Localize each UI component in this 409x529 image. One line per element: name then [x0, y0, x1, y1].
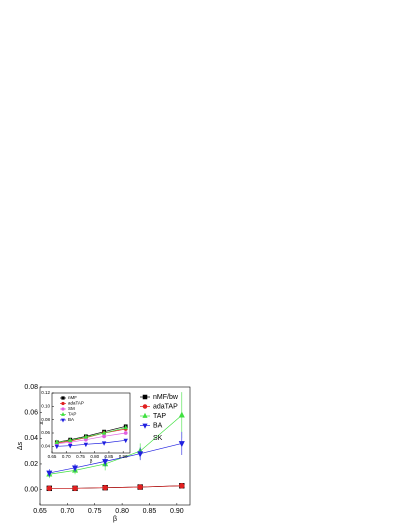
inset-chart: 0.65 0.70 0.75 0.80 0.85 0.90 0.04 0.06 0.08 0.10… [39, 390, 131, 464]
x-tick-label: 0.80 [90, 454, 99, 459]
marker [72, 465, 79, 472]
marker [54, 439, 60, 444]
y-tick-label: 0.06 [41, 430, 50, 435]
y-axis-label: Δ [39, 421, 44, 424]
marker [102, 434, 106, 439]
marker [101, 430, 107, 435]
marker [68, 437, 73, 442]
main-chart: 0.65 0.70 0.75 0.80 0.85 0.900.000.020.040.06… [17, 384, 191, 523]
y-tick-label: 0.04 [41, 444, 50, 449]
marker [102, 484, 108, 491]
marker [72, 485, 78, 492]
x-tick-label: 0.65 [33, 508, 47, 515]
marker [142, 412, 148, 418]
legend-label: BA [153, 422, 163, 429]
marker [123, 424, 128, 430]
y-tick-label: 0.02 [24, 461, 38, 468]
y-tick-label: 0.00 [24, 486, 38, 493]
marker [46, 470, 53, 477]
marker [61, 401, 65, 406]
y-tick-label: 0.04 [24, 435, 38, 442]
legend-label: BA [68, 417, 74, 422]
marker [54, 444, 60, 450]
marker [123, 438, 128, 444]
marker [83, 434, 89, 439]
marker [83, 437, 88, 442]
x-axis-label: β [113, 516, 117, 523]
legend-label: nMF/bw [153, 394, 179, 401]
marker [102, 459, 109, 466]
marker [179, 483, 185, 489]
x-tick-label: 0.70 [62, 454, 71, 459]
marker [68, 444, 73, 449]
legend-label: adaTAP [68, 401, 84, 406]
x-tick-label: 0.90 [170, 508, 184, 515]
legend-label: nMF [68, 395, 77, 400]
y-tick-label: 0.12 [41, 390, 50, 395]
marker [61, 407, 65, 411]
marker [61, 418, 65, 423]
y-axis-label: Δs [17, 441, 24, 450]
x-tick-label: 0.75 [88, 508, 102, 515]
y-tick-label: 0.08 [41, 417, 50, 422]
x-tick-label: 0.80 [115, 508, 129, 515]
x-tick-label: 0.85 [143, 508, 157, 515]
x-tick-label: 0.75 [76, 454, 85, 459]
annotation: SK [153, 435, 163, 442]
marker [142, 404, 148, 409]
legend-label: adaTAP [153, 403, 178, 410]
marker [142, 423, 148, 429]
x-tick-label: 0.85 [105, 454, 114, 459]
y-tick-label: 0.06 [24, 409, 38, 416]
marker [123, 431, 128, 435]
x-tick-label: 0.90 [119, 454, 128, 459]
marker [137, 484, 143, 490]
x-tick-label: 0.65 [48, 454, 57, 459]
marker [61, 412, 65, 416]
marker [178, 411, 185, 418]
marker [101, 441, 107, 446]
y-tick-label: 0.10 [41, 404, 50, 409]
marker [83, 442, 89, 448]
marker [46, 485, 53, 492]
series-line [49, 485, 182, 489]
legend-label: SM [68, 406, 75, 411]
legend-label: TAP [68, 412, 76, 417]
plot-frame [39, 386, 191, 506]
marker [142, 394, 148, 400]
marker [178, 441, 185, 448]
legend-label: TAP [153, 413, 166, 420]
x-tick-label: 0.70 [61, 508, 75, 515]
x-axis-label: β [90, 459, 93, 464]
marker [61, 396, 65, 400]
marker [137, 451, 144, 458]
y-tick-label: 0.08 [24, 384, 38, 391]
